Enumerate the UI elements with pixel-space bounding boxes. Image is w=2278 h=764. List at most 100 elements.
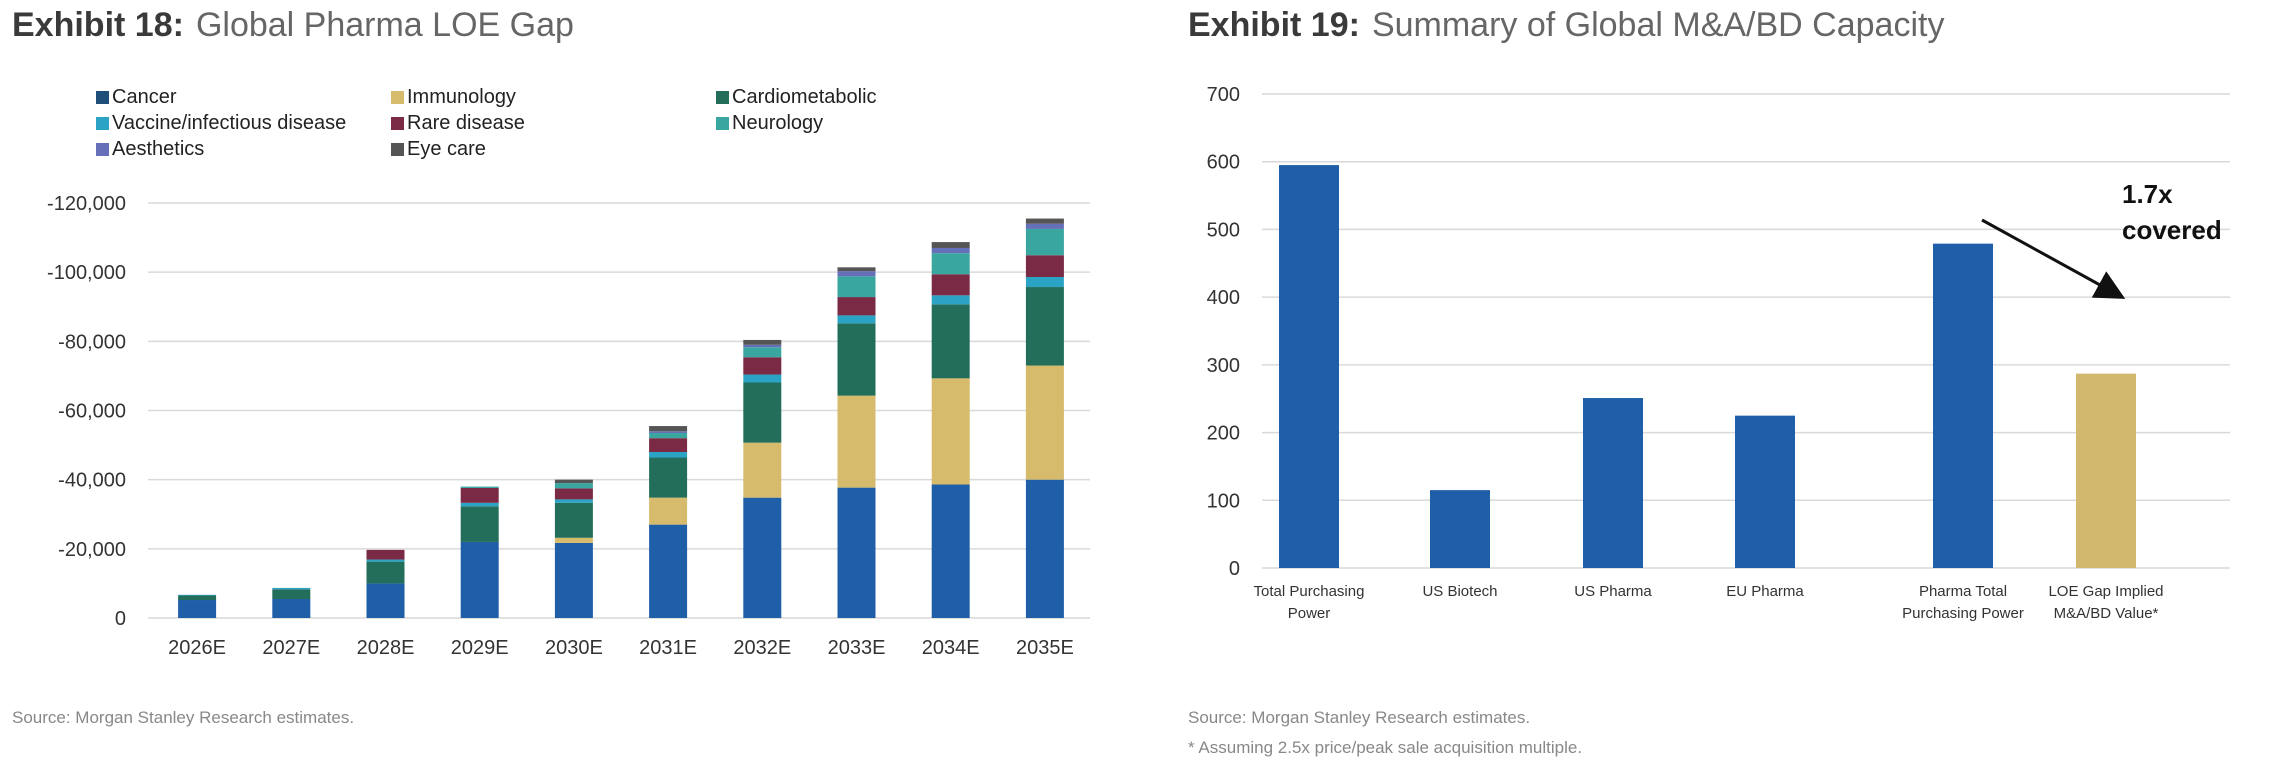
bar xyxy=(1735,415,1795,568)
bar-segment-immunology xyxy=(1025,365,1064,480)
bar-segment-neurology xyxy=(931,253,970,275)
x-tick-label: US Pharma xyxy=(1574,583,1652,600)
legend-item: Cancer xyxy=(96,86,176,109)
bar-segment-cancer xyxy=(366,583,405,618)
bar-segment-immunology xyxy=(743,442,782,498)
legend-item: Vaccine/infectious disease xyxy=(96,112,346,135)
legend-label: Cardiometabolic xyxy=(732,86,877,108)
x-tick-label: M&A/BD Value* xyxy=(2054,605,2159,622)
bar-segment-vaccine-infectious-disease xyxy=(1025,277,1064,288)
annotation-label: covered xyxy=(2122,215,2222,245)
annotation-label: 1.7x xyxy=(2122,179,2173,209)
y-tick-label: 400 xyxy=(1207,287,1240,309)
x-tick-label: Purchasing Power xyxy=(1902,605,2024,622)
bar-segment-neurology xyxy=(837,276,876,298)
legend-swatch xyxy=(391,143,404,156)
bar-segment-rare-disease xyxy=(649,438,688,452)
bar-segment-aesthetics xyxy=(649,431,688,433)
bar xyxy=(1933,243,1993,569)
bar-segment-vaccine-infectious-disease xyxy=(460,502,499,507)
y-tick-label: -40,000 xyxy=(58,470,126,492)
legend-item: Eye care xyxy=(391,138,486,161)
x-tick-label: 2028E xyxy=(357,637,415,659)
exhibit-18-title: Exhibit 18: Global Pharma LOE Gap xyxy=(12,6,574,45)
bar-segment-neurology xyxy=(460,486,499,488)
bar-segment-rare-disease xyxy=(837,297,876,316)
x-tick-label: 2029E xyxy=(451,637,509,659)
x-tick-label: 2033E xyxy=(828,637,886,659)
legend-item: Cardiometabolic xyxy=(716,86,877,109)
legend-label: Rare disease xyxy=(407,112,525,134)
bar-segment-eye-care xyxy=(743,339,782,345)
bar-segment-vaccine-infectious-disease xyxy=(272,587,311,590)
y-tick-label: 100 xyxy=(1207,490,1240,512)
y-tick-label: 500 xyxy=(1207,219,1240,241)
bar-segment-rare-disease xyxy=(1025,255,1064,278)
bar-segment-cardiometabolic xyxy=(554,502,593,538)
legend-swatch xyxy=(716,117,729,130)
bar-segment-rare-disease xyxy=(931,274,970,296)
y-tick-label: 700 xyxy=(1207,84,1240,106)
x-tick-label: 2032E xyxy=(733,637,791,659)
bar-segment-eye-care xyxy=(1025,218,1064,224)
y-tick-label: 300 xyxy=(1207,355,1240,377)
bar-segment-neurology xyxy=(649,432,688,439)
x-tick-label: 2034E xyxy=(922,637,980,659)
legend-swatch xyxy=(96,117,109,130)
legend-label: Neurology xyxy=(732,112,824,134)
bar-segment-rare-disease xyxy=(366,549,405,560)
bar-segment-rare-disease xyxy=(743,357,782,375)
x-tick-label: 2035E xyxy=(1016,637,1074,659)
bar-segment-cardiometabolic xyxy=(272,589,311,599)
bar-segment-rare-disease xyxy=(554,488,593,500)
bar-segment-eye-care xyxy=(931,242,970,248)
bar-segment-rare-disease xyxy=(460,487,499,503)
exhibit-19-name: Summary of Global M&A/BD Capacity xyxy=(1371,6,1945,44)
bar-segment-cardiometabolic xyxy=(649,457,688,498)
y-tick-label: -120,000 xyxy=(47,193,126,215)
bar-segment-cancer xyxy=(272,598,311,618)
legend-swatch xyxy=(391,117,404,130)
x-tick-label: LOE Gap Implied xyxy=(2048,583,2163,600)
bar-segment-cardiometabolic xyxy=(1025,287,1064,366)
bar-segment-cancer xyxy=(460,541,499,618)
bar-segment-immunology xyxy=(931,378,970,485)
exhibit-19-footnote: * Assuming 2.5x price/peak sale acquisit… xyxy=(1188,738,1583,757)
bar-segment-eye-care xyxy=(554,479,593,484)
bar-segment-aesthetics xyxy=(743,344,782,348)
x-tick-label: US Biotech xyxy=(1422,583,1497,600)
bar-segment-vaccine-infectious-disease xyxy=(743,374,782,383)
bar-segment-immunology xyxy=(554,537,593,543)
x-tick-label: 2027E xyxy=(262,637,320,659)
x-tick-label: EU Pharma xyxy=(1726,583,1804,600)
bar-segment-vaccine-infectious-disease xyxy=(837,315,876,324)
exhibit-18-number: Exhibit 18: xyxy=(12,6,184,44)
bar-segment-cancer xyxy=(649,524,688,618)
bar-segment-vaccine-infectious-disease xyxy=(178,594,217,596)
x-tick-label: Pharma Total xyxy=(1919,583,2007,600)
x-tick-label: 2026E xyxy=(168,637,226,659)
loe-gap-stacked-bar-chart: 0 -20,000 -40,000 -60,000 -80,000 -100,000 -12… xyxy=(47,193,1090,659)
bar-segment-cancer xyxy=(743,497,782,618)
x-tick-label: 2030E xyxy=(545,637,603,659)
legend-label: Cancer xyxy=(112,86,177,108)
bar-segment-aesthetics xyxy=(1025,223,1064,229)
bar-segment-cardiometabolic xyxy=(178,595,217,601)
y-tick-label: 600 xyxy=(1207,152,1240,174)
legend-swatch xyxy=(391,91,404,104)
y-tick-label: -20,000 xyxy=(58,539,126,561)
legend-swatch xyxy=(96,91,109,104)
legend-label: Vaccine/infectious disease xyxy=(112,112,347,134)
y-tick-label: -100,000 xyxy=(47,262,126,284)
y-tick-label: -80,000 xyxy=(58,331,126,353)
bar-segment-aesthetics xyxy=(931,247,970,254)
bar-segment-neurology xyxy=(743,347,782,358)
bar xyxy=(1583,398,1643,568)
bar xyxy=(1279,165,1339,568)
legend-swatch xyxy=(96,143,109,156)
bar-segment-cancer xyxy=(1025,479,1064,618)
bar-segment-eye-care xyxy=(649,426,688,432)
bar-segment-vaccine-infectious-disease xyxy=(649,452,688,458)
bar-segment-immunology xyxy=(837,395,876,488)
bar-segment-cardiometabolic xyxy=(460,506,499,542)
